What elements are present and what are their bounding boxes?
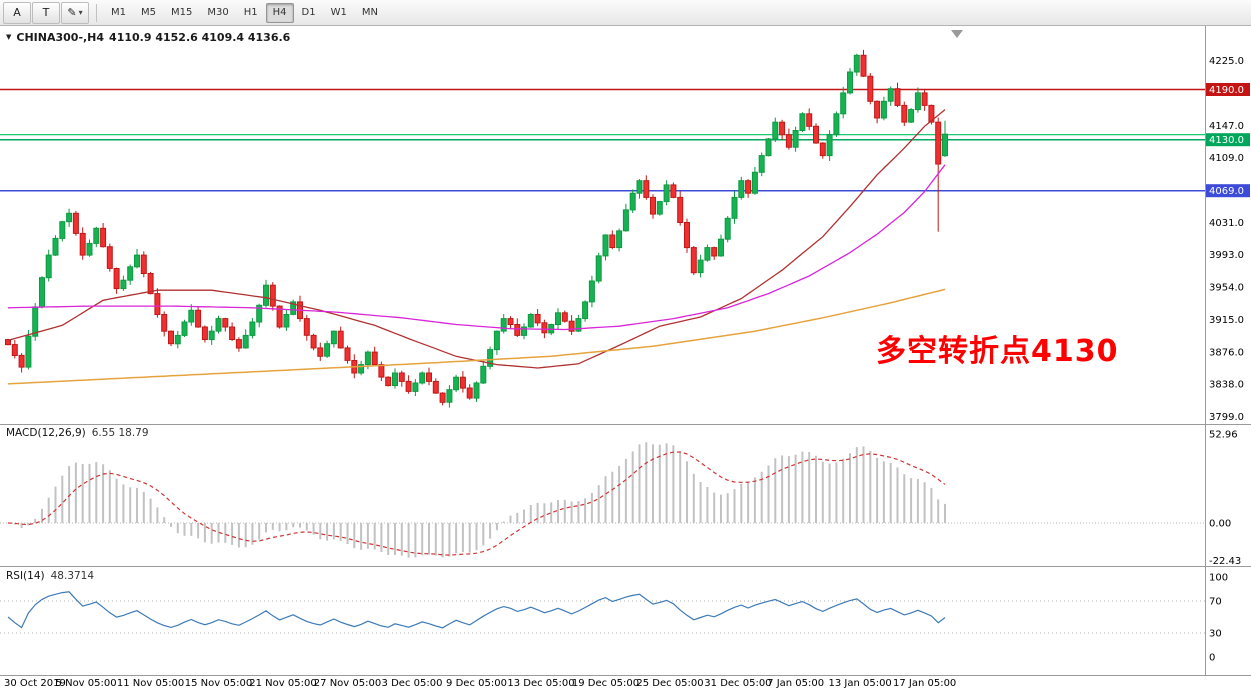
- price-axis-labels: 4225.0 4147.0 4109.0 4031.0 3993.0 3954.0 3915…: [1209, 56, 1244, 664]
- timeframe-d1-button[interactable]: D1: [301, 7, 316, 18]
- time-tick-label: 9 Dec 05:00: [446, 678, 507, 689]
- symbol-name: CHINA300-,H4: [16, 31, 105, 44]
- price-tick-label: 4031.0: [1209, 218, 1244, 229]
- pointer-tool-icon: A: [13, 6, 21, 19]
- time-tick-label: 11 Nov 05:00: [116, 678, 185, 689]
- time-tick-label: 25 Dec 05:00: [636, 678, 704, 689]
- ma-fast-red: [7, 109, 946, 369]
- timeframe-m5-button[interactable]: M5: [141, 7, 156, 18]
- macd-name: MACD(12,26,9): [6, 427, 86, 439]
- price-badge-4190.0: 4190.0: [1206, 83, 1250, 96]
- price-tick-label: 3954.0: [1209, 282, 1244, 293]
- price-axis[interactable]: [1206, 26, 1251, 675]
- price-tick-label: 3838.0: [1209, 379, 1244, 390]
- svg-text:4069.0: 4069.0: [1209, 186, 1244, 197]
- symbol-title: ▼ CHINA300-,H4 4110.9 4152.6 4109.4 4136…: [6, 31, 290, 44]
- text-tool-icon: T: [42, 6, 50, 19]
- macd-tick-label: -22.43: [1209, 556, 1241, 567]
- timeframe-group: M1 M5 M15 M30 H1 H4 D1 W1 MN: [104, 2, 385, 23]
- ma-slow-orange: [7, 288, 946, 385]
- chevron-down-icon: ▾: [78, 8, 83, 17]
- macd-tick-label: 0.00: [1209, 519, 1231, 530]
- price-badge-4069.0: 4069.0: [1206, 184, 1250, 198]
- svg-text:4190.0: 4190.0: [1209, 85, 1244, 96]
- timeframe-h1-button[interactable]: H1: [243, 7, 258, 18]
- svg-text:4130.0: 4130.0: [1209, 135, 1244, 146]
- rsi-value: 48.3714: [50, 570, 95, 582]
- macd-signal-line: [7, 451, 946, 556]
- time-tick-label: 13 Dec 05:00: [507, 678, 575, 689]
- time-tick-label: 19 Dec 05:00: [571, 678, 640, 689]
- timeframe-m30-button[interactable]: M30: [207, 7, 229, 18]
- toolbar: A T ✎ ▾ M1 M5 M15 M30 H1 H4 D1 W1 MN: [0, 0, 1251, 26]
- time-tick-label: 31 Dec 05:00: [704, 678, 772, 689]
- time-tick-label: 3 Dec 05:00: [381, 678, 443, 689]
- symbol-ohlc: 4110.9 4152.6 4109.4 4136.6: [109, 31, 291, 44]
- price-tick-label: 4109.0: [1209, 153, 1244, 164]
- timeframe-m15-button[interactable]: M15: [171, 7, 193, 18]
- macd-histogram: [13, 442, 946, 558]
- timeframe-mn-button[interactable]: MN: [361, 7, 378, 18]
- time-tick-label: 17 Jan 05:00: [892, 678, 957, 689]
- rsi-indicator-label: RSI(14) 48.3714: [6, 570, 94, 582]
- horizontal-lines: [0, 88, 1205, 192]
- time-tick-label: 5 Nov 05:00: [55, 678, 117, 689]
- chart-text-annotation[interactable]: 多空转折点4130: [876, 334, 1119, 369]
- time-tick-label: 21 Nov 05:00: [249, 678, 317, 689]
- time-tick-label: 27 Nov 05:00: [313, 678, 382, 689]
- macd-indicator-label: MACD(12,26,9) 6.55 18.79: [6, 427, 149, 439]
- rsi-tick-label: 100: [1209, 573, 1228, 584]
- timeframe-w1-button[interactable]: W1: [330, 7, 347, 18]
- pointer-tool-button[interactable]: A: [3, 1, 31, 24]
- text-tool-button[interactable]: T: [32, 1, 60, 24]
- draw-tools-dropdown-button[interactable]: ✎ ▾: [61, 1, 89, 24]
- chart-shift-marker-icon[interactable]: [951, 30, 963, 38]
- macd-tick-label: 52.96: [1209, 430, 1238, 441]
- time-axis[interactable]: 30 Oct 2019 5 Nov 05:00 11 Nov 05:00 15 Nov…: [0, 676, 1251, 695]
- price-tick-label: 4147.0: [1209, 121, 1244, 132]
- time-tick-label: 30 Oct 2019: [4, 678, 66, 689]
- rsi-line: [7, 591, 946, 629]
- macd-values: 6.55 18.79: [91, 427, 149, 439]
- candlestick-series: [5, 49, 948, 408]
- time-tick-label: 13 Jan 05:00: [828, 678, 892, 689]
- symbol-menu-triangle-icon[interactable]: ▼: [6, 33, 12, 41]
- price-tick-label: 3915.0: [1209, 315, 1244, 326]
- chart-canvas[interactable]: 4225.0 4147.0 4109.0 4031.0 3993.0 3954.0 3915…: [0, 26, 1251, 695]
- price-tick-label: 3876.0: [1209, 348, 1244, 359]
- price-tick-label: 3993.0: [1209, 250, 1244, 261]
- time-tick-label: 7 Jan 05:00: [767, 678, 825, 689]
- timeframe-h4-button[interactable]: H4: [265, 2, 294, 23]
- rsi-tick-label: 30: [1209, 629, 1222, 640]
- ma-mid-magenta: [7, 164, 946, 331]
- rsi-name: RSI(14): [6, 570, 45, 582]
- rsi-tick-label: 70: [1209, 597, 1222, 608]
- price-tick-label: 4225.0: [1209, 56, 1244, 67]
- time-tick-label: 15 Nov 05:00: [184, 678, 253, 689]
- toolbar-separator: [96, 3, 97, 22]
- price-tick-label: 3799.0: [1209, 412, 1244, 423]
- draw-tools-dropdown-icon: ✎: [67, 6, 77, 19]
- drawing-tools-group: A T ✎ ▾: [3, 1, 89, 24]
- price-badge-4130.0: 4130.0: [1206, 133, 1250, 147]
- rsi-tick-label: 0: [1209, 653, 1215, 664]
- timeframe-m1-button[interactable]: M1: [111, 7, 126, 18]
- chart-panel: 4225.0 4147.0 4109.0 4031.0 3993.0 3954.0 3915…: [0, 26, 1251, 695]
